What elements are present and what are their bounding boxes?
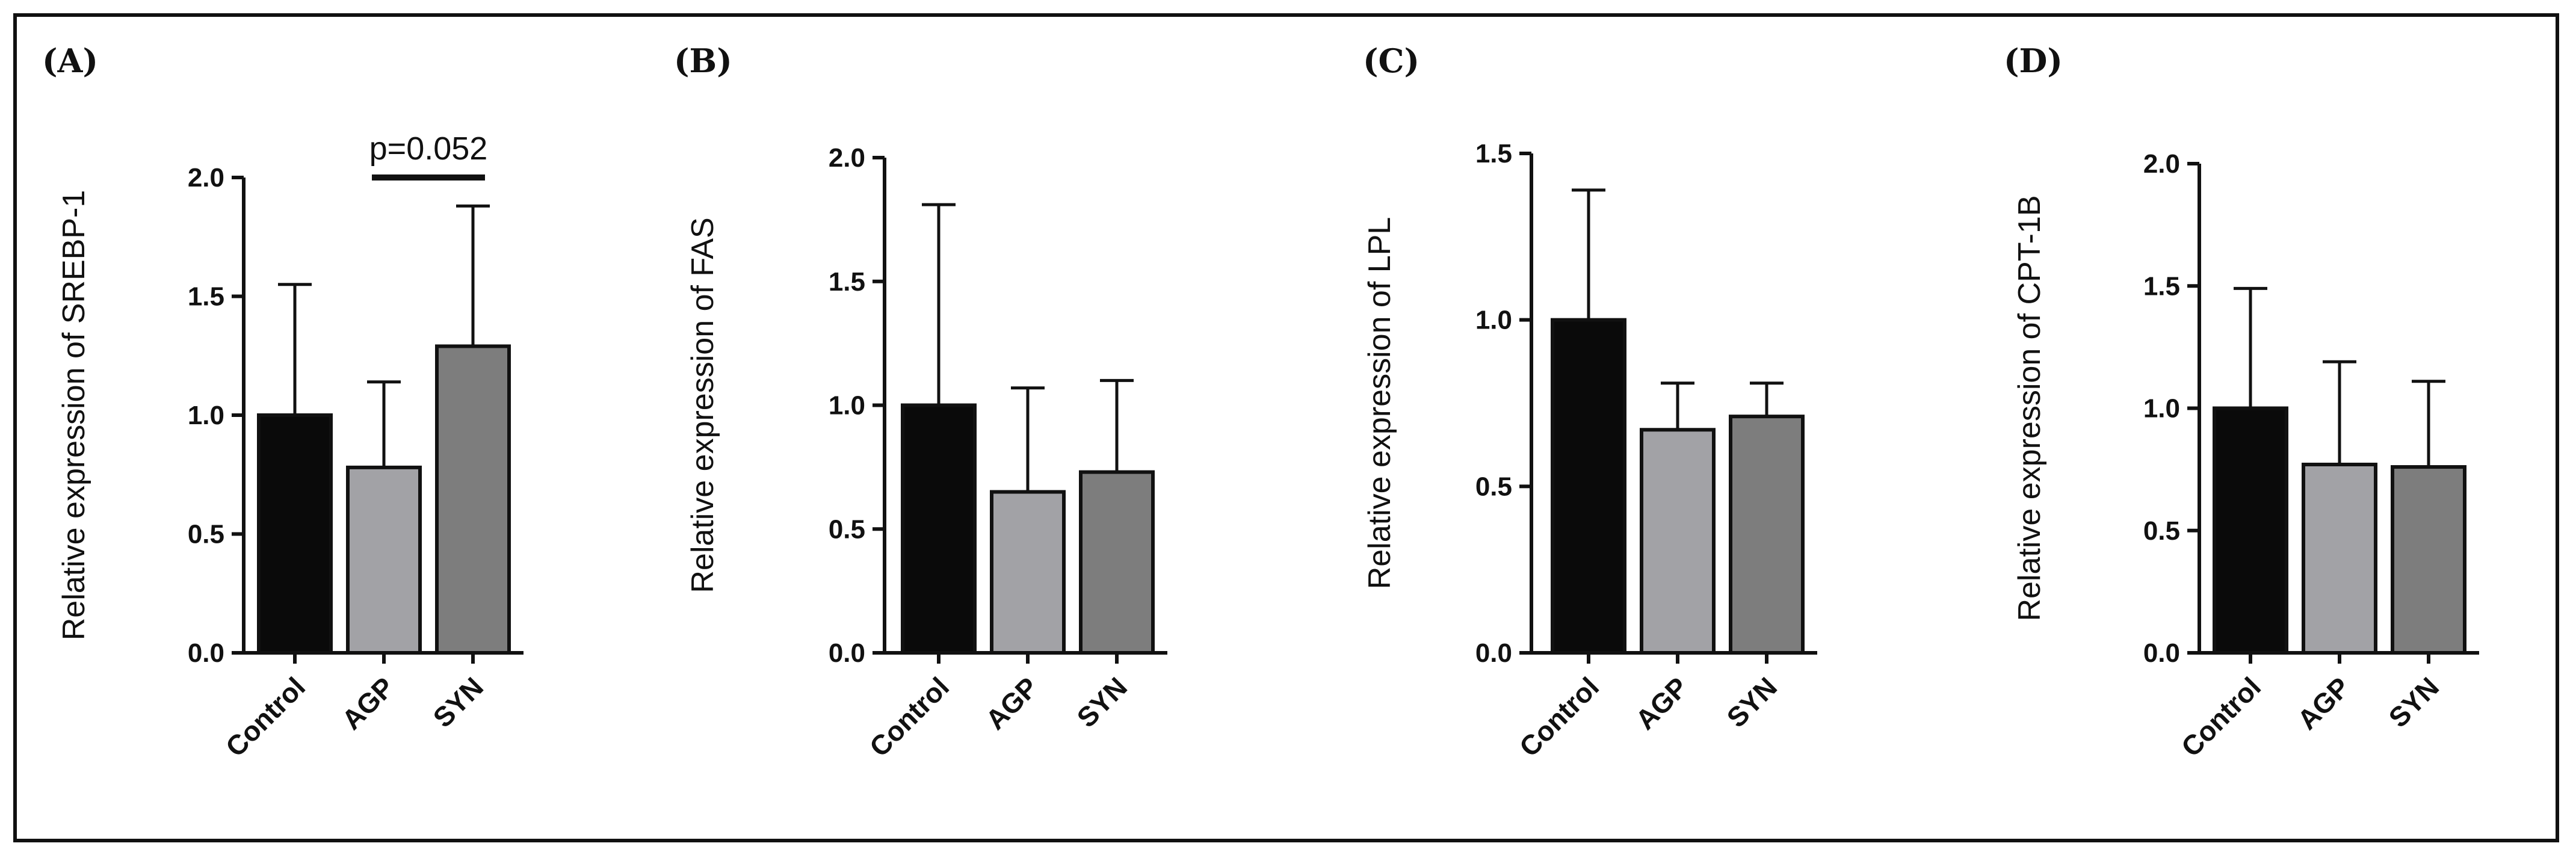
- bar-control: [901, 403, 977, 655]
- panel-label: (B): [674, 42, 732, 80]
- bar-agp: [2302, 462, 2377, 655]
- y-tick-label: 1.0: [1475, 306, 1512, 335]
- y-axis-title: Relative expression of LPL: [1362, 217, 1397, 590]
- x-category-label: AGP: [336, 671, 400, 735]
- y-tick-label: 0.0: [829, 638, 865, 668]
- x-category-label: Control: [863, 671, 955, 762]
- y-axis-title: Relative expression of FAS: [685, 217, 720, 593]
- y-tick-label: 0.5: [1475, 472, 1512, 501]
- x-category-label: SYN: [427, 671, 489, 733]
- y-tick-label: 2.0: [829, 143, 865, 173]
- x-category-label: AGP: [980, 671, 1044, 735]
- bar-syn: [1729, 415, 1805, 655]
- y-tick-label: 0.5: [829, 514, 865, 544]
- panel-label: (A): [42, 42, 98, 80]
- y-tick-label: 1.5: [829, 267, 865, 297]
- bar-agp: [346, 465, 422, 655]
- bar-syn: [435, 344, 511, 655]
- y-tick-label: 0.0: [188, 638, 224, 668]
- bar-agp: [1640, 428, 1716, 655]
- y-axis-title: Relative expression of CPT-1B: [2012, 195, 2047, 621]
- panel-a: (A) 0.0 0.5 1.0 1.5 2.0 Relative expression of…: [42, 42, 524, 763]
- y-tick-label: 2.0: [2143, 149, 2180, 179]
- y-tick-label: 0.5: [2143, 516, 2180, 546]
- panel-label: (D): [2004, 42, 2063, 80]
- bar-syn: [1079, 470, 1155, 655]
- panel-d: (D) 0.0 0.5 1.0 1.5 2.0 Relative expression of…: [2004, 42, 2479, 763]
- p-value-label: p=0.052: [369, 131, 488, 167]
- y-tick-label: 1.0: [2143, 394, 2180, 424]
- bar-control: [1551, 318, 1626, 655]
- y-tick-label: 0.0: [2143, 638, 2180, 668]
- x-category-label: SYN: [1070, 671, 1133, 733]
- x-category-label: SYN: [1720, 671, 1783, 733]
- panel-c: (C) 0.0 0.5 1.0 1.5 Relative expression of LP…: [1362, 42, 1817, 763]
- x-category-label: Control: [220, 671, 311, 762]
- bar-syn: [2391, 465, 2466, 655]
- x-category-label: AGP: [1629, 671, 1694, 735]
- panel-label: (C): [1363, 42, 1419, 80]
- y-axis-title: Relative expression of SREBP-1: [57, 190, 91, 641]
- y-tick-label: 2.0: [188, 163, 224, 193]
- y-tick-label: 1.0: [188, 401, 224, 430]
- x-category-label: SYN: [2382, 671, 2445, 733]
- y-tick-label: 0.0: [1475, 638, 1512, 668]
- x-category-label: Control: [2175, 671, 2267, 762]
- y-tick-label: 1.5: [188, 282, 224, 312]
- bar-control: [2213, 406, 2288, 655]
- y-tick-label: 1.5: [2143, 271, 2180, 301]
- y-tick-label: 0.5: [188, 520, 224, 549]
- x-category-label: AGP: [2291, 671, 2356, 735]
- bar-agp: [990, 490, 1066, 655]
- x-category-label: Control: [1513, 671, 1605, 762]
- y-tick-label: 1.0: [829, 391, 865, 421]
- panel-b: (B) 0.0 0.5 1.0 1.5 2.0 Relative expression of…: [674, 42, 1167, 763]
- bar-control: [257, 413, 333, 655]
- y-tick-label: 1.5: [1475, 139, 1512, 168]
